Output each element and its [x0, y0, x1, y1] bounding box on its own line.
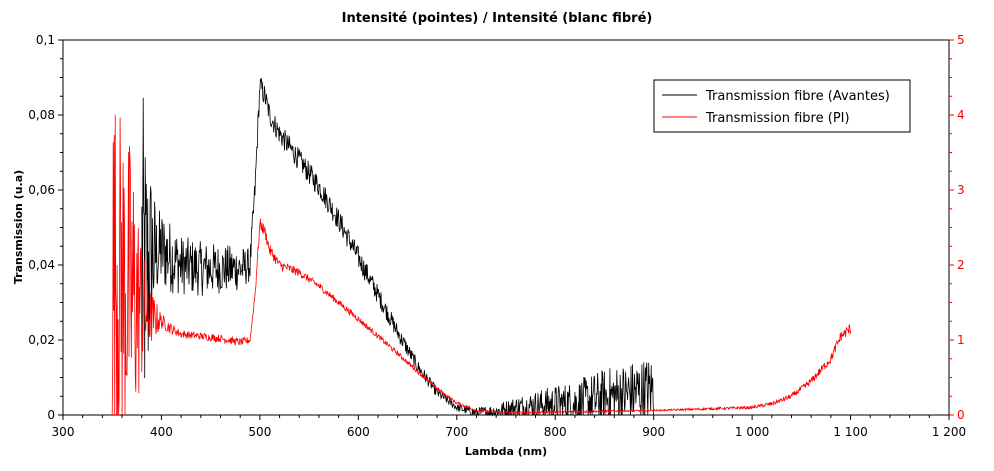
- y-left-tick-label: 0: [47, 408, 55, 422]
- series-line-avantes: [141, 78, 655, 417]
- chart-title: Intensité (pointes) / Intensité (blanc f…: [342, 11, 653, 26]
- y-left-tick-label: 0,02: [28, 333, 55, 347]
- legend-label-avantes: Transmission fibre (Avantes): [705, 89, 890, 104]
- y-right-tick-label: 3: [957, 183, 965, 197]
- x-tick-label: 1 100: [833, 425, 867, 439]
- x-tick-label: 300: [52, 425, 75, 439]
- x-tick-label: 900: [642, 425, 665, 439]
- legend: Transmission fibre (Avantes) Transmissio…: [653, 79, 911, 133]
- x-tick-label: 600: [347, 425, 370, 439]
- y-left-tick-label: 0,04: [28, 258, 55, 272]
- y-left-tick-label: 0,06: [28, 183, 55, 197]
- series-line-pi: [111, 114, 851, 416]
- y-right-tick-label: 5: [957, 33, 965, 47]
- y-left-axis-ticks: 0 0,02 0,04 0,06 0,08 0,1: [28, 33, 63, 422]
- x-tick-label: 1 000: [735, 425, 769, 439]
- x-tick-label: 400: [150, 425, 173, 439]
- y-right-tick-label: 0: [957, 408, 965, 422]
- x-tick-label: 800: [544, 425, 567, 439]
- legend-label-pi: Transmission fibre (PI): [705, 111, 850, 126]
- series-layer: [111, 78, 851, 417]
- y-right-tick-label: 1: [957, 333, 965, 347]
- y-right-axis-ticks: 0 1 2 3 4 5: [949, 33, 965, 422]
- y-right-tick-label: 2: [957, 258, 965, 272]
- y-left-tick-label: 0,1: [36, 33, 55, 47]
- y-right-tick-label: 4: [957, 108, 965, 122]
- y-left-tick-label: 0,08: [28, 108, 55, 122]
- x-tick-label: 500: [248, 425, 271, 439]
- x-tick-label: 1 200: [932, 425, 966, 439]
- legend-box: [653, 79, 911, 133]
- x-axis-ticks: 300 400 500 600 700 800 900 1 000 1 100 1 200: [52, 415, 966, 439]
- x-tick-label: 700: [445, 425, 468, 439]
- y-left-axis-label: Transmission (u.a): [12, 170, 25, 284]
- x-axis-label: Lambda (nm): [465, 445, 547, 458]
